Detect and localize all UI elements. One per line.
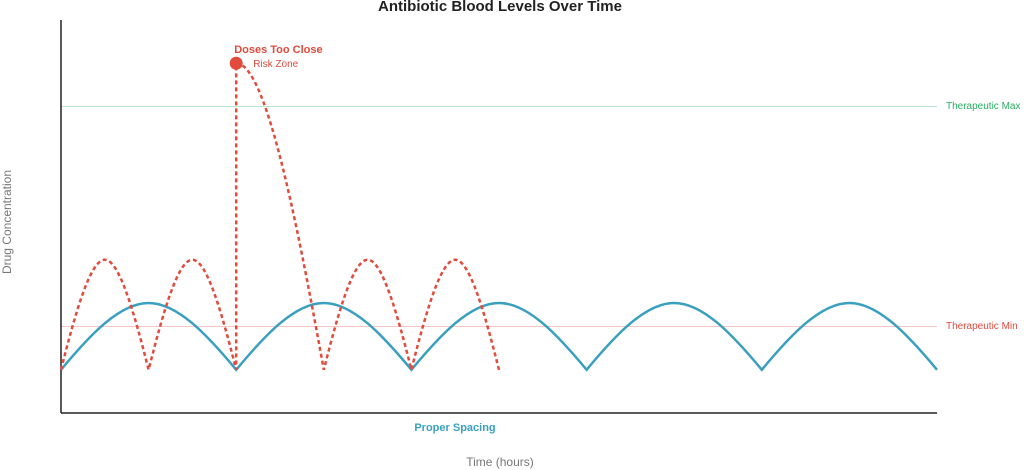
x-axis-label: Time (hours) (466, 455, 534, 469)
highlight-point (229, 56, 243, 70)
series-line (59, 61, 501, 371)
reference-label: Therapeutic Min (946, 321, 1018, 332)
series-line (60, 301, 938, 372)
series-annotation: Proper Spacing (414, 422, 495, 434)
reference-label: Therapeutic Max (946, 101, 1020, 112)
y-axis-label: Drug Concentration (0, 170, 14, 274)
chart-title: Antibiotic Blood Levels Over Time (378, 0, 622, 15)
series-annotation: Doses Too Close (234, 44, 322, 56)
highlight-label: Risk Zone (253, 59, 298, 70)
